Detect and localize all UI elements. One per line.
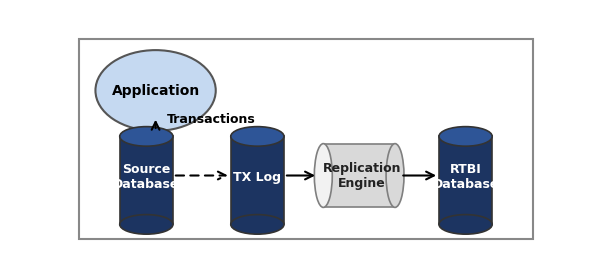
Ellipse shape: [120, 215, 173, 234]
Ellipse shape: [315, 144, 333, 207]
FancyBboxPatch shape: [324, 144, 395, 207]
FancyBboxPatch shape: [231, 136, 284, 224]
FancyBboxPatch shape: [439, 136, 492, 224]
Text: RTBI
Database: RTBI Database: [432, 163, 498, 192]
FancyBboxPatch shape: [79, 39, 533, 239]
Ellipse shape: [231, 127, 284, 146]
Text: TX Log: TX Log: [233, 171, 281, 184]
Text: Source
Database: Source Database: [113, 163, 180, 192]
Ellipse shape: [386, 144, 404, 207]
Text: Application: Application: [112, 84, 200, 97]
Text: Transactions: Transactions: [167, 113, 256, 126]
Text: Replication
Engine: Replication Engine: [322, 161, 401, 190]
Ellipse shape: [96, 50, 216, 131]
Ellipse shape: [439, 127, 492, 146]
Ellipse shape: [120, 127, 173, 146]
Ellipse shape: [439, 215, 492, 234]
FancyBboxPatch shape: [120, 136, 173, 224]
Ellipse shape: [231, 215, 284, 234]
